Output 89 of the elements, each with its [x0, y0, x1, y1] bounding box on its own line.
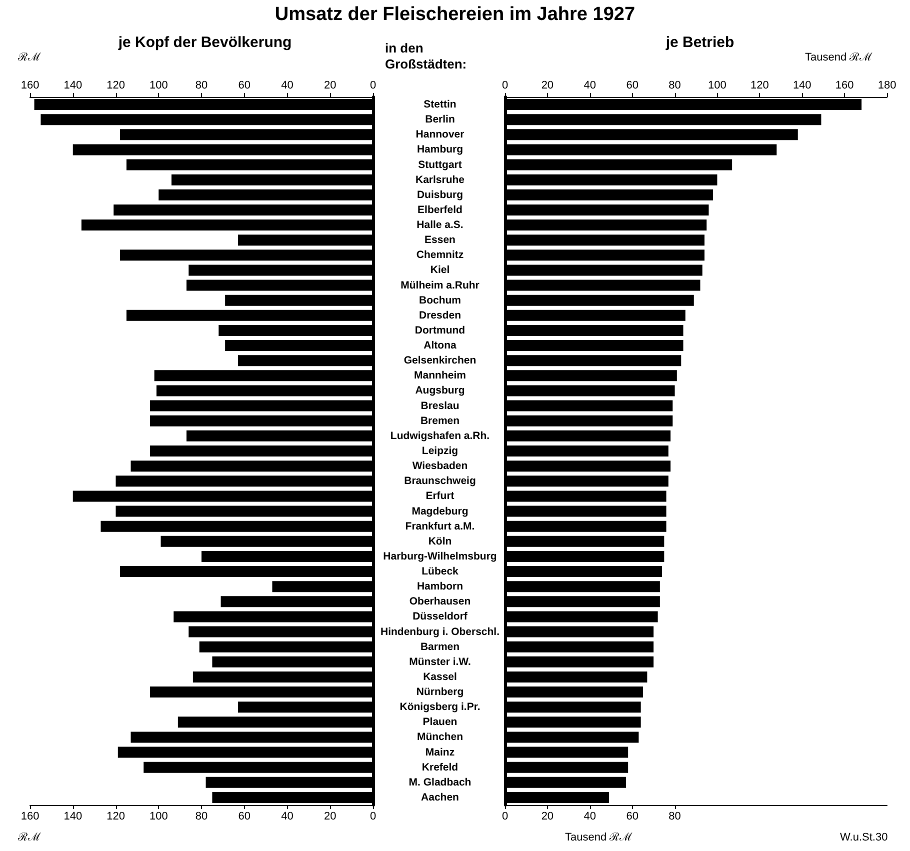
- y-tick-label: Ludwigshafen a.Rh.: [390, 430, 490, 442]
- text: W.u.St.30: [840, 832, 888, 844]
- x-tick-label: 40: [281, 810, 294, 822]
- y-tick-label: Gelsenkirchen: [404, 354, 476, 367]
- x2-axis-title: ℛℳ: [17, 52, 41, 64]
- x-tick-label: 140: [64, 810, 82, 822]
- x2-tick-label: 80: [668, 80, 681, 92]
- x-tick-label: 100: [149, 810, 168, 822]
- y-tick-label: Hindenburg i. Oberschl.: [380, 626, 500, 638]
- y-axis-title: in den Großstädten:: [385, 40, 467, 72]
- x2-tick-label: 40: [584, 80, 596, 92]
- x2-tick-label: 0: [370, 80, 376, 92]
- y-tick-label: M. Gladbach: [408, 776, 472, 788]
- x2-tick-label: 160: [835, 80, 854, 92]
- y-tick-label: Plauen: [422, 716, 458, 728]
- x-tick-label: 20: [541, 810, 554, 822]
- x2-tick-label: 120: [750, 80, 769, 92]
- text: Umsatz der Fleischereien im Jahre 1927: [274, 4, 636, 26]
- x2-tick-label: 160: [20, 80, 40, 92]
- y-tick-label: Magdeburg: [412, 505, 468, 518]
- y-tick-label: Mainz: [425, 746, 455, 758]
- y-tick-label: Leipzig: [422, 445, 458, 457]
- y-tick-label: Braunschweig: [404, 475, 476, 488]
- y-tick-label: Oberhausen: [409, 596, 471, 608]
- x-tick-label: 160: [20, 810, 40, 822]
- x-tick-label: 20: [324, 810, 336, 822]
- x2-tick-label: 20: [324, 80, 336, 92]
- y-tick-label: Stettin: [424, 98, 456, 111]
- x2-tick-label: 100: [149, 80, 168, 92]
- y-tick-label: Hamborn: [416, 580, 464, 593]
- y-tick-label: Hamburg: [416, 144, 464, 156]
- y-tick-label: Dortmund: [414, 324, 466, 336]
- y-tick-label: Duisburg: [416, 188, 464, 201]
- x-tick-label: 80: [195, 810, 208, 822]
- x-tick-label: 60: [626, 810, 638, 822]
- y-tick-label: Chemnitz: [416, 249, 464, 262]
- y-tick-label: Aachen: [421, 791, 459, 804]
- y-tick-label: Barmen: [420, 640, 460, 653]
- y-tick-label: Essen: [424, 234, 456, 246]
- y-tick-label: Königsberg i.Pr.: [400, 701, 480, 714]
- y-tick-label: Erfurt: [426, 490, 455, 502]
- x-axis-title: ℛℳ: [17, 832, 41, 844]
- y-tick-label: Halle a.S.: [416, 219, 464, 232]
- y-tick-label: Kassel: [423, 670, 458, 683]
- x2-tick-label: 120: [106, 80, 125, 92]
- chart-title: je Betrieb: [664, 34, 734, 51]
- y-tick-label: Dresden: [418, 309, 462, 322]
- x-tick-label: 80: [668, 810, 681, 822]
- y-tick-label: Altona: [424, 340, 456, 352]
- x2-tick-label: 40: [281, 80, 294, 92]
- y-tick-label: Karlsruhe: [415, 174, 465, 186]
- y-tick-label: Bochum: [419, 294, 461, 306]
- x-tick-label: 0: [370, 810, 376, 822]
- y-tick-label: Lübeck: [422, 566, 459, 578]
- x2-tick-label: 0: [502, 80, 508, 92]
- y-tick-label: Berlin: [425, 114, 455, 126]
- y-tick-label: Düsseldorf: [412, 610, 468, 623]
- y-tick-label: Augsburg: [415, 384, 465, 397]
- y-tick-label: Elberfeld: [418, 204, 462, 216]
- x2-tick-label: 180: [878, 80, 896, 92]
- x-tick-label: 40: [584, 810, 596, 822]
- x2-tick-label: 60: [238, 80, 250, 92]
- y-tick-label: Stuttgart: [418, 158, 462, 171]
- x2-tick-label: 60: [626, 80, 638, 92]
- y-tick-label: Breslau: [420, 400, 460, 412]
- x2-axis-title: Tausend ℛℳ: [805, 52, 873, 64]
- y-tick-label: München: [416, 731, 464, 744]
- x2-tick-label: 140: [792, 80, 812, 92]
- x-tick-label: 120: [106, 810, 125, 822]
- x-tick-label: 0: [502, 810, 508, 822]
- y-tick-label: Münster i.W.: [409, 656, 471, 668]
- y-tick-label: Wiesbaden: [412, 460, 468, 472]
- x-axis-title: Tausend ℛℳ: [565, 832, 633, 844]
- x2-tick-label: 80: [195, 80, 208, 92]
- x2-tick-label: 20: [541, 80, 554, 92]
- chart-subtitle: je Kopf der Bevölkerung: [117, 34, 292, 51]
- x2-tick-label: 100: [708, 80, 726, 92]
- y-tick-label: Kiel: [430, 264, 450, 276]
- y-tick-label: Köln: [428, 535, 452, 548]
- y-tick-label: Mannheim: [414, 370, 466, 382]
- y-tick-label: Harburg-Wilhelmsburg: [383, 550, 497, 562]
- y-tick-label: Mülheim a.Ruhr: [400, 279, 480, 292]
- y-tick-label: Bremen: [420, 414, 460, 427]
- y-tick-label: Nürnberg: [416, 686, 464, 698]
- x2-tick-label: 140: [64, 80, 82, 92]
- y-tick-label: Hannover: [416, 128, 464, 141]
- y-tick-label: Krefeld: [422, 761, 458, 774]
- x-tick-label: 60: [238, 810, 250, 822]
- y-tick-label: Frankfurt a.M.: [405, 520, 475, 532]
